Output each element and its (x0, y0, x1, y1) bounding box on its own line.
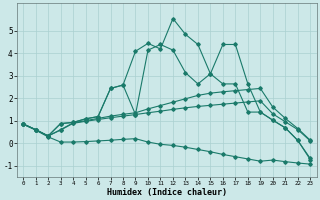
X-axis label: Humidex (Indice chaleur): Humidex (Indice chaleur) (107, 188, 227, 197)
